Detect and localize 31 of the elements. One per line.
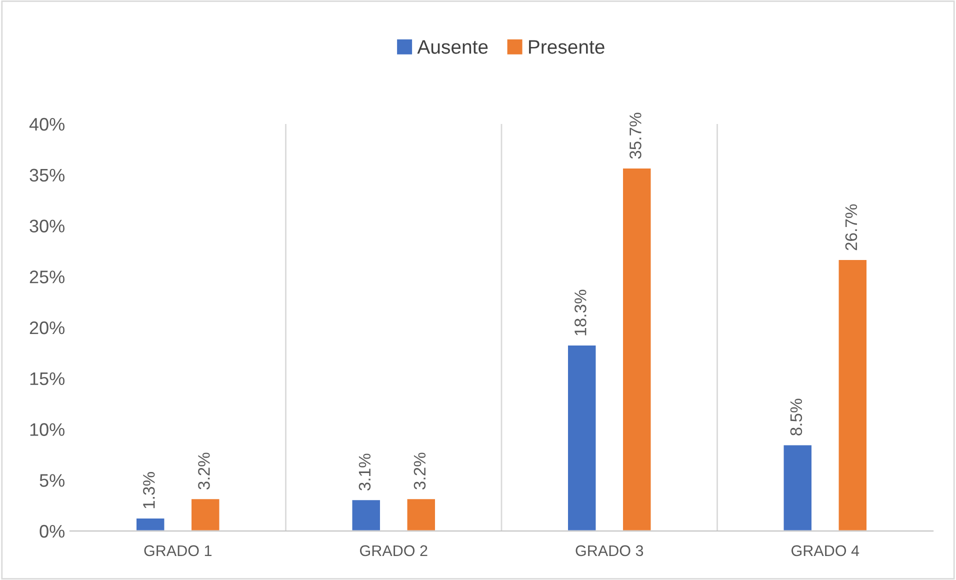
y-tick-label: 15% <box>30 372 64 386</box>
y-tick-label: 35% <box>30 168 64 182</box>
y-tick-label: 25% <box>30 270 64 284</box>
bar <box>350 498 382 531</box>
x-tick-label: GRADO 3 <box>576 545 644 556</box>
y-tick-label: 30% <box>30 220 64 232</box>
y-tick-label: 20% <box>30 321 64 334</box>
data-label: 8.5% <box>790 398 802 436</box>
bar <box>566 344 598 531</box>
data-label: 1.3% <box>143 472 155 508</box>
y-tick-label: 0% <box>40 524 64 538</box>
data-label: 26.7% <box>845 204 858 250</box>
x-tick-label: GRADO 2 <box>360 545 428 556</box>
y-tick-label: 40% <box>29 118 64 131</box>
bar <box>190 498 221 531</box>
bar <box>622 167 652 531</box>
bar <box>406 498 436 531</box>
x-tick-label: GRADO 1 <box>144 545 212 556</box>
data-label: 35.7% <box>630 112 642 159</box>
y-tick-label: 5% <box>40 474 64 487</box>
data-label: 3.2% <box>414 452 426 490</box>
legend-label: Ausente <box>417 40 488 54</box>
data-label: 3.2% <box>198 452 210 490</box>
data-label: 3.1% <box>358 454 371 490</box>
bar <box>782 444 813 531</box>
bar <box>135 517 166 531</box>
data-label: 18.3% <box>574 290 586 336</box>
legend-label: Presente <box>529 40 604 54</box>
y-tick-label: 10% <box>30 423 64 436</box>
x-tick-label: GRADO 4 <box>792 545 860 556</box>
bar <box>837 258 868 531</box>
